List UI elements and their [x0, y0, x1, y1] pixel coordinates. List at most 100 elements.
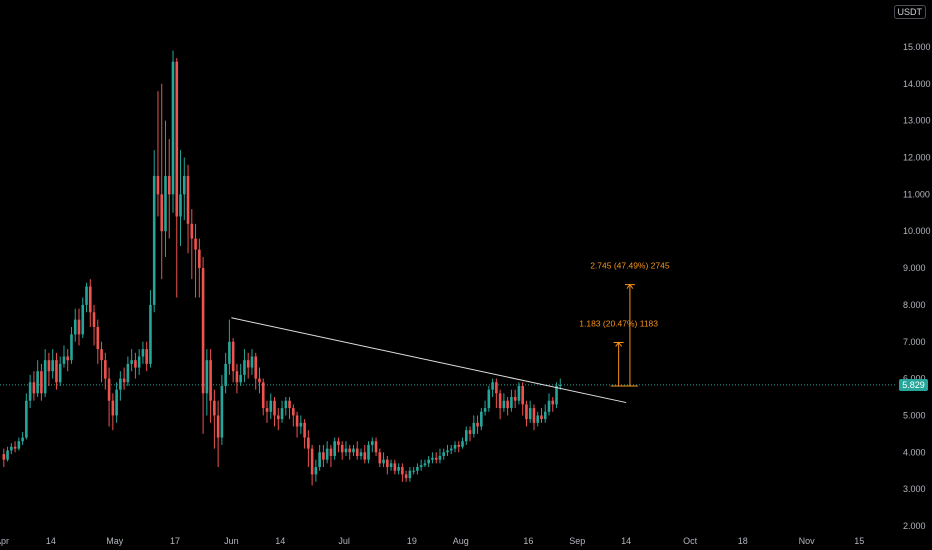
candle-body[interactable]: [152, 175, 156, 305]
candle-body[interactable]: [130, 360, 133, 364]
candle-body[interactable]: [382, 459, 385, 464]
candle-body[interactable]: [122, 378, 126, 383]
candle-body[interactable]: [62, 356, 66, 364]
candle-body[interactable]: [6, 450, 9, 460]
candle-body[interactable]: [47, 360, 51, 372]
candle-body[interactable]: [77, 319, 81, 335]
candlestick-series[interactable]: [2, 50, 562, 486]
candle-body[interactable]: [280, 408, 284, 420]
candle-body[interactable]: [81, 304, 85, 335]
candle-body[interactable]: [273, 400, 276, 416]
candle-body[interactable]: [483, 408, 487, 412]
candle-body[interactable]: [340, 444, 344, 453]
candle-body[interactable]: [261, 382, 265, 409]
candle-body[interactable]: [468, 430, 472, 434]
candle-body[interactable]: [495, 382, 498, 394]
candle-body[interactable]: [491, 382, 494, 390]
candle-body[interactable]: [243, 360, 246, 375]
candle-body[interactable]: [220, 385, 224, 438]
candle-body[interactable]: [2, 454, 6, 460]
candle-body[interactable]: [461, 441, 464, 447]
candle-body[interactable]: [348, 448, 352, 453]
candle-body[interactable]: [235, 371, 239, 383]
candle-body[interactable]: [397, 467, 400, 471]
candle-body[interactable]: [115, 389, 118, 416]
candle-body[interactable]: [480, 411, 483, 427]
candle-body[interactable]: [284, 400, 288, 409]
candle-body[interactable]: [141, 349, 145, 357]
candle-body[interactable]: [412, 470, 415, 472]
candle-body[interactable]: [389, 463, 393, 468]
candle-body[interactable]: [58, 363, 62, 383]
candle-body[interactable]: [216, 415, 220, 438]
candle-body[interactable]: [55, 360, 58, 383]
candle-body[interactable]: [404, 474, 408, 479]
candle-body[interactable]: [213, 400, 216, 416]
candle-body[interactable]: [134, 360, 137, 368]
candle-body[interactable]: [10, 446, 13, 451]
candle-body[interactable]: [352, 448, 355, 453]
candle-body[interactable]: [457, 444, 461, 447]
candle-body[interactable]: [378, 452, 382, 464]
candle-body[interactable]: [322, 452, 325, 460]
candle-body[interactable]: [100, 349, 103, 361]
candle-body[interactable]: [194, 238, 197, 250]
candle-body[interactable]: [145, 349, 148, 364]
measurement-tools[interactable]: 1.183 (20.47%) 1183 2.745 (47.49%) 2745: [579, 261, 670, 387]
candle-body[interactable]: [536, 415, 540, 423]
candle-body[interactable]: [164, 175, 167, 232]
candle-body[interactable]: [25, 400, 28, 438]
candle-body[interactable]: [502, 400, 506, 409]
candle-body[interactable]: [408, 470, 412, 479]
candle-body[interactable]: [472, 422, 476, 434]
candle-body[interactable]: [228, 341, 231, 364]
candle-body[interactable]: [201, 268, 205, 394]
candle-body[interactable]: [416, 467, 419, 471]
candle-body[interactable]: [111, 400, 115, 416]
candle-body[interactable]: [246, 360, 250, 368]
candle-body[interactable]: [446, 450, 449, 453]
candle-body[interactable]: [525, 404, 528, 420]
candle-body[interactable]: [231, 341, 235, 372]
currency-unit-badge[interactable]: USDT: [893, 5, 926, 19]
candle-body[interactable]: [186, 175, 190, 224]
candle-body[interactable]: [521, 385, 524, 405]
candle-body[interactable]: [126, 363, 130, 383]
candle-body[interactable]: [374, 441, 378, 453]
candle-body[interactable]: [265, 408, 269, 412]
candle-body[interactable]: [555, 385, 558, 405]
candle-body[interactable]: [40, 371, 43, 394]
candle-body[interactable]: [333, 441, 336, 456]
candle-body[interactable]: [532, 408, 536, 423]
candle-body[interactable]: [513, 397, 517, 401]
candle-body[interactable]: [359, 452, 363, 456]
candle-body[interactable]: [167, 175, 171, 195]
candle-body[interactable]: [449, 448, 453, 451]
candle-body[interactable]: [149, 304, 152, 364]
candle-body[interactable]: [442, 452, 446, 456]
candle-body[interactable]: [401, 467, 404, 475]
candle-body[interactable]: [547, 400, 551, 412]
candle-body[interactable]: [427, 459, 430, 464]
candle-body[interactable]: [190, 223, 194, 239]
candle-body[interactable]: [325, 448, 329, 460]
candle-body[interactable]: [107, 378, 111, 401]
candle-body[interactable]: [254, 356, 258, 379]
candle-body[interactable]: [17, 441, 21, 449]
candle-body[interactable]: [28, 382, 32, 401]
candle-body[interactable]: [337, 441, 340, 445]
candle-body[interactable]: [476, 422, 479, 427]
candle-body[interactable]: [307, 437, 310, 449]
candle-body[interactable]: [119, 378, 122, 390]
candle-body[interactable]: [73, 319, 77, 335]
candle-body[interactable]: [464, 430, 468, 442]
candle-body[interactable]: [171, 61, 175, 195]
candle-body[interactable]: [13, 446, 17, 449]
candle-body[interactable]: [344, 448, 348, 453]
candle-body[interactable]: [269, 400, 273, 412]
candle-body[interactable]: [276, 415, 280, 420]
candle-body[interactable]: [434, 457, 438, 460]
candle-body[interactable]: [363, 452, 367, 460]
candle-body[interactable]: [540, 415, 543, 420]
candle-body[interactable]: [498, 393, 502, 409]
